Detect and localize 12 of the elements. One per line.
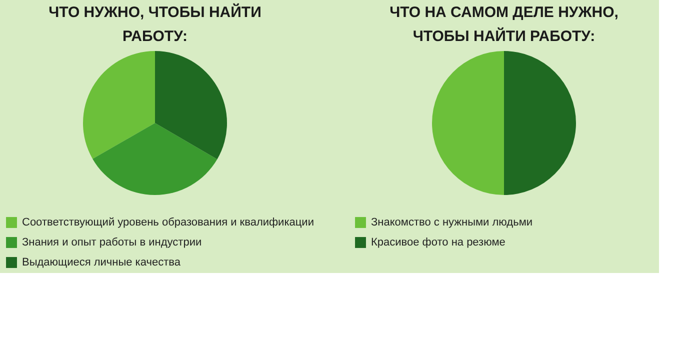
pie-slice [504, 51, 576, 195]
legend-label: Выдающиеся личные качества [22, 256, 182, 268]
pie-slice [83, 51, 155, 159]
legend-label: Знакомство с нужными людьми [371, 216, 533, 228]
legend-label: Соответствующий уровень образования и квалификации [22, 216, 314, 228]
pie-slice [92, 123, 218, 195]
legend-label: Знания и опыт работы в индустрии [22, 236, 202, 248]
pie-slice [432, 51, 504, 195]
chart-title: ЧТО НУЖНО, ЧТОБЫ НАЙТИ РАБОТУ: [48, 3, 262, 45]
chart-title: ЧТО НА САМОМ ДЕЛЕ НУЖНО, ЧТОБЫ НАЙТИ РАБОТУ: [390, 4, 618, 45]
legend-label: Красивое фото на резюме [371, 236, 506, 248]
pie-slice [155, 51, 227, 160]
